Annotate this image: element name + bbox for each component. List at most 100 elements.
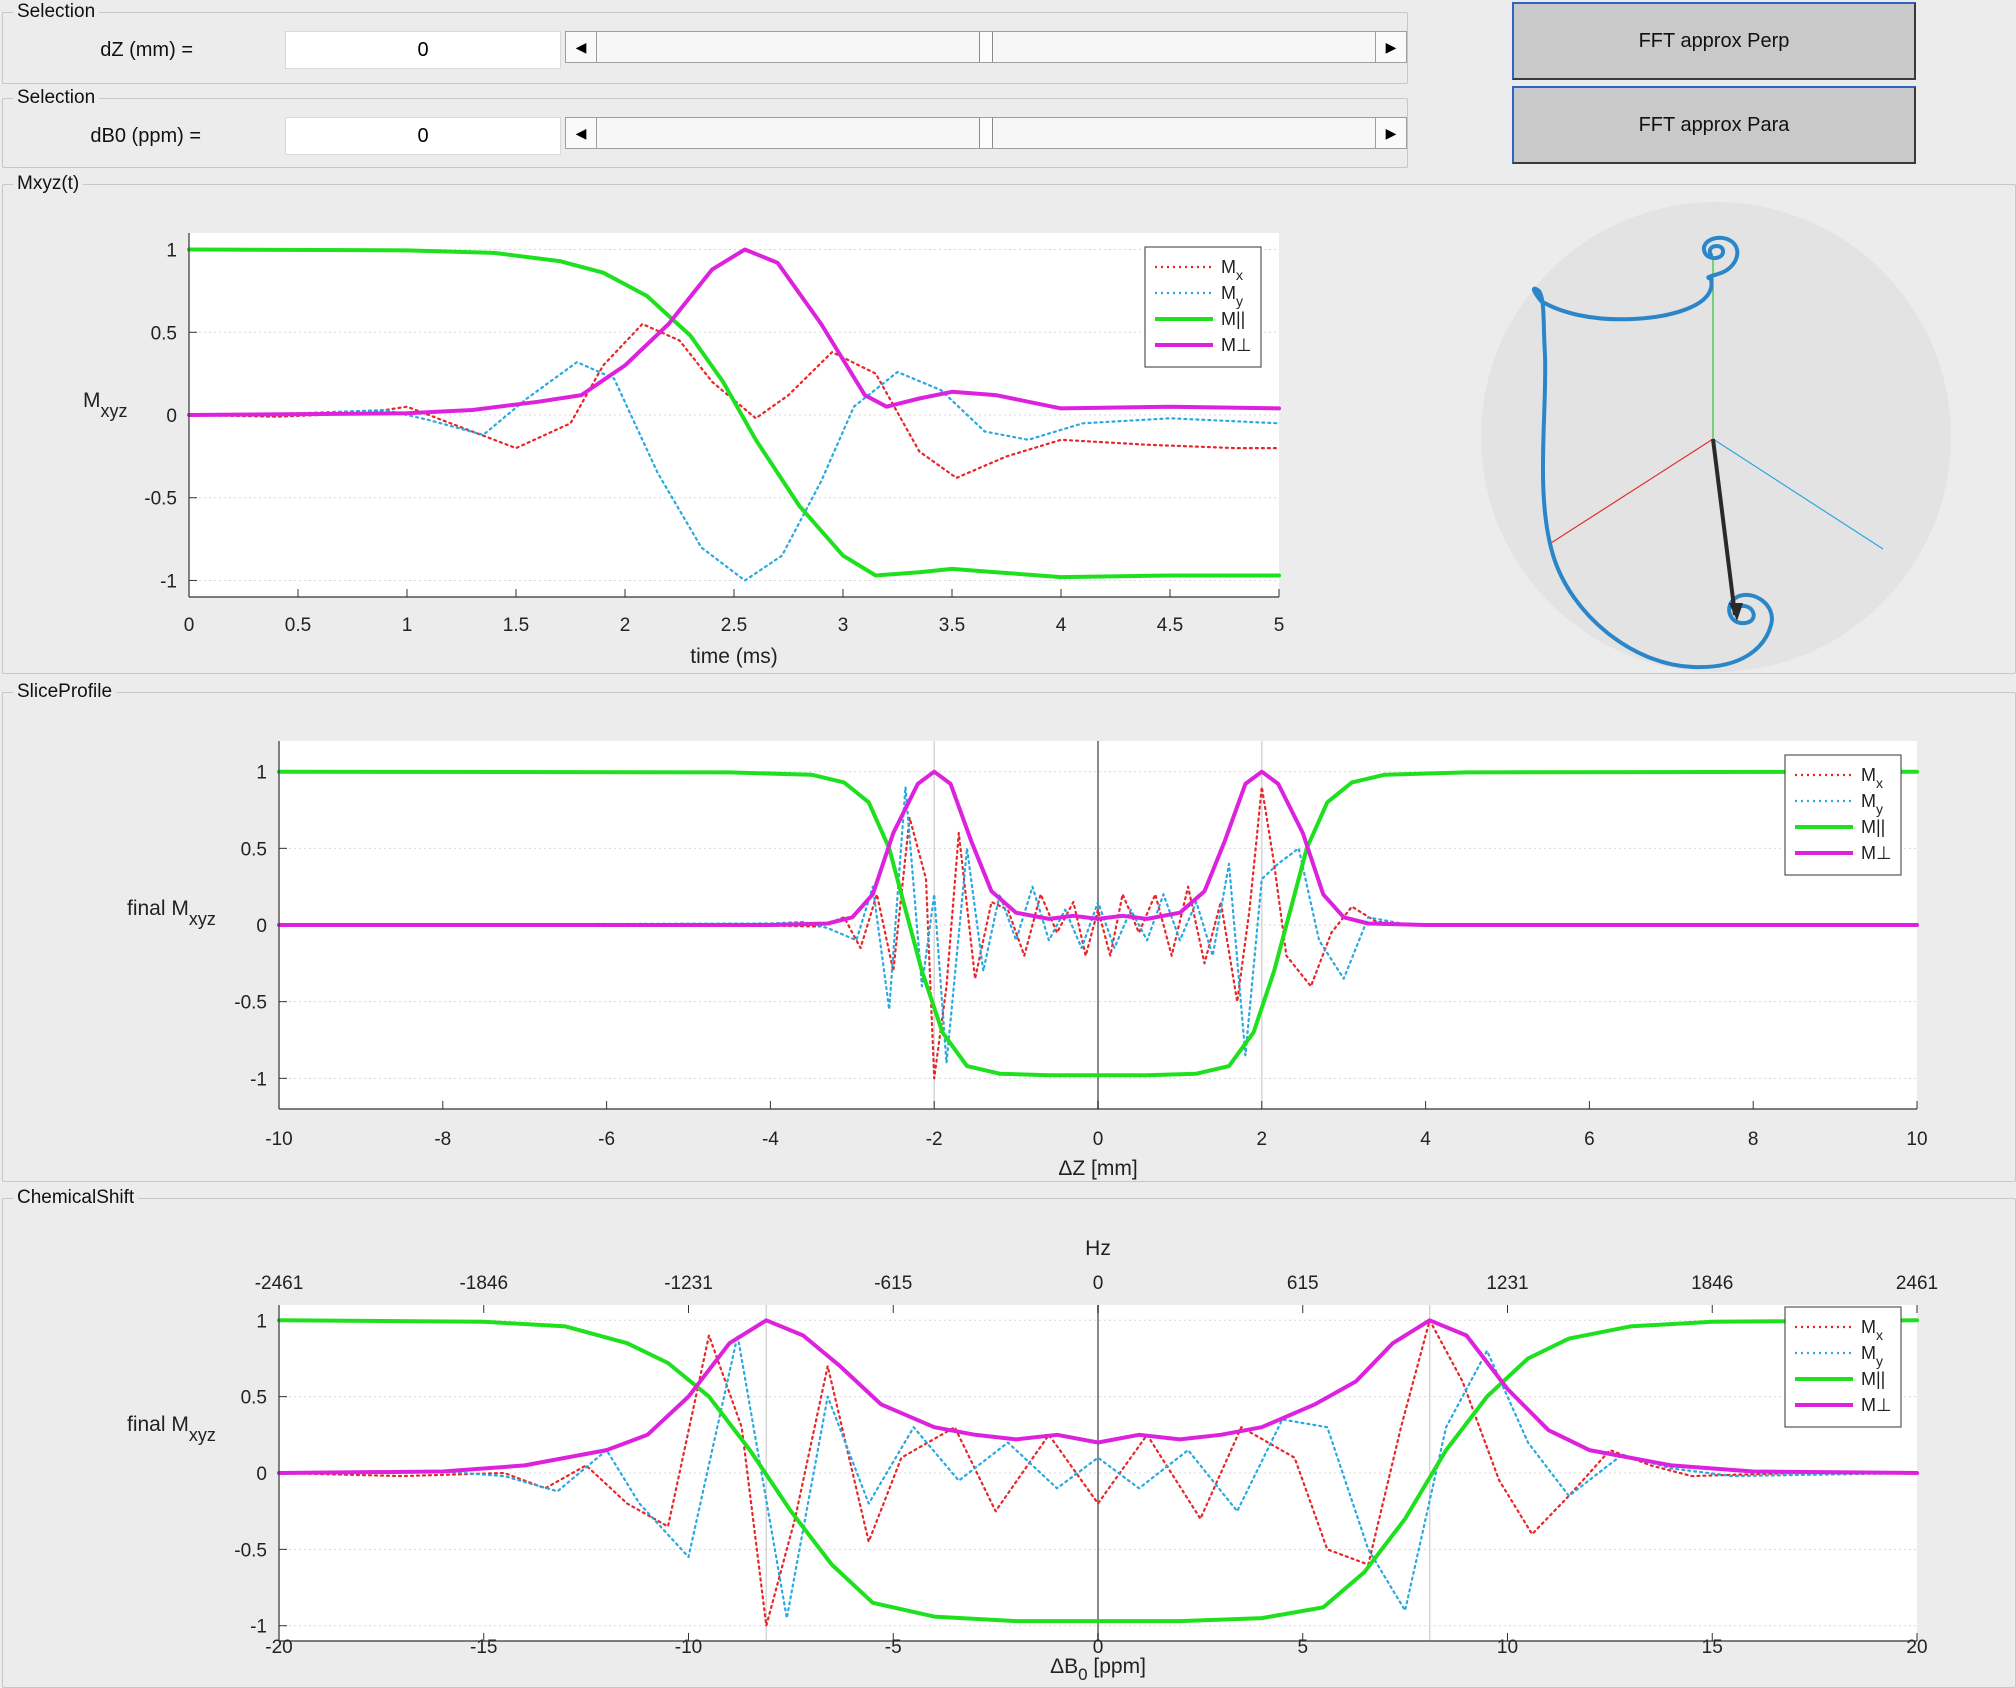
x-axis-label: ΔZ [mm]: [1058, 1157, 1137, 1180]
x-tick-label: 0: [1093, 1129, 1104, 1150]
x-tick-label: -2: [926, 1129, 943, 1150]
series-line-mpar: [277, 769, 1919, 1078]
top-tick-label: -615: [874, 1273, 912, 1294]
slice-profile-panel: SliceProfile 1 0.5 0 -0.5 -1 -10 -8 -6 -4 -2 0 2 4 6 8…: [2, 682, 2016, 1182]
x-tick-label: -20: [265, 1637, 292, 1658]
y-axis-label: Mxyz: [83, 389, 128, 421]
mxyz-chart: 1 0.5 0 -0.5 -1 0 0.5 1 1.5 2 2.5 3 3.5 4 4.5 5 time (ms…: [83, 233, 1284, 668]
dz-label: dZ (mm) =: [100, 39, 193, 61]
x-tick-label: 8: [1748, 1129, 1759, 1150]
y-axis: [1712, 438, 1884, 550]
x-tick-label: 15: [1702, 1637, 1723, 1658]
selection-dz-group: Selection dZ (mm) = ◀ ▶: [2, 2, 1408, 84]
y-tick-label: 0.5: [241, 1388, 267, 1409]
selection-db0-group: Selection dB0 (ppm) = ◀ ▶: [2, 88, 1408, 168]
db0-input[interactable]: [285, 117, 561, 155]
series-line-mperp: [277, 769, 1919, 927]
x-tick-label: 4.5: [1157, 615, 1183, 636]
legend-label-mx: Mx: [1861, 1317, 1883, 1343]
dz-slider-left[interactable]: ◀: [566, 32, 597, 62]
x-tick-label: 2: [1257, 1129, 1268, 1150]
series-line-mpar: [187, 247, 1281, 580]
triangle-right-icon: ▶: [1385, 124, 1397, 141]
top-tick-label: 1846: [1691, 1273, 1733, 1294]
y-tick-label: 0.5: [151, 323, 177, 344]
y-tick-label: -0.5: [234, 1540, 267, 1561]
x-tick-label: 4: [1420, 1129, 1431, 1150]
series-line-mx: [277, 1319, 1919, 1627]
legend-label-mperp: M⊥: [1861, 843, 1892, 863]
dz-slider[interactable]: ◀ ▶: [565, 31, 1407, 63]
x-tick-label: 6: [1584, 1129, 1595, 1150]
y-tick-label: 1: [166, 241, 177, 262]
x-tick-label: 4: [1056, 615, 1067, 636]
db0-slider[interactable]: ◀ ▶: [565, 117, 1407, 149]
x-tick-label: 0.5: [285, 615, 311, 636]
legend-label-mpar: M||: [1861, 817, 1885, 837]
x-tick-label: -15: [470, 1637, 497, 1658]
series-line-mx: [187, 322, 1281, 479]
series-line-my: [277, 785, 1919, 1065]
y-tick-label: 1: [256, 1311, 267, 1332]
x-tick-label: 2: [620, 615, 631, 636]
x-tick-label: 3.5: [939, 615, 965, 636]
dz-slider-right[interactable]: ▶: [1375, 32, 1406, 62]
legend-label-my: My: [1221, 283, 1243, 309]
top-tick-label: -1231: [664, 1273, 713, 1294]
y-tick-label: 0: [256, 1464, 267, 1485]
dz-input[interactable]: [285, 31, 561, 69]
triangle-left-icon: ◀: [575, 124, 587, 141]
x-tick-label: 20: [1906, 1637, 1927, 1658]
triangle-left-icon: ◀: [575, 38, 587, 55]
series-line-mpar: [277, 1318, 1919, 1624]
slice-profile-chart: 1 0.5 0 -0.5 -1 -10 -8 -6 -4 -2 0 2 4 6 8 10 ΔZ [mm] fina…: [127, 741, 1928, 1180]
series-line-my: [187, 361, 1281, 582]
fft-perp-button[interactable]: FFT approx Perp: [1512, 2, 1916, 80]
x-tick-label: 1: [402, 615, 413, 636]
top-tick-label: -1846: [459, 1273, 508, 1294]
top-tick-label: 615: [1287, 1273, 1319, 1294]
magnetization-3d-view: [1481, 202, 1951, 672]
y-tick-label: 0.5: [241, 839, 267, 860]
x-tick-label: 10: [1906, 1129, 1927, 1150]
x-tick-label: -6: [598, 1129, 615, 1150]
x-axis: [1550, 438, 1714, 544]
fft-para-button[interactable]: FFT approx Para: [1512, 86, 1916, 164]
db0-slider-left[interactable]: ◀: [566, 118, 597, 148]
top-tick-label: 1231: [1486, 1273, 1528, 1294]
mxyz-panel: Mxyz(t) 1 0.5 0 -0.5 -1 0 0.5 1 1.5 2 2.5 3 3.5 4 4.5 5…: [2, 174, 2016, 674]
vector-arrowhead: [1729, 603, 1743, 621]
magnetization-trajectory: [1532, 235, 1774, 670]
legend-label-mperp: M⊥: [1861, 1395, 1892, 1415]
x-tick-label: -10: [265, 1129, 292, 1150]
selection-db0-title: Selection: [13, 88, 100, 108]
legend-label-my: My: [1861, 1343, 1883, 1369]
legend-label-mpar: M||: [1861, 1369, 1885, 1389]
y-tick-label: -1: [160, 571, 177, 592]
db0-label: dB0 (ppm) =: [90, 125, 201, 147]
y-axis-label: final Mxyz: [127, 897, 216, 929]
y-axis-label: final Mxyz: [127, 1413, 216, 1445]
x-tick-label: 1.5: [503, 615, 529, 636]
legend-label-mpar: M||: [1221, 309, 1245, 329]
y-tick-label: 1: [256, 763, 267, 784]
series-line-mperp: [187, 247, 1281, 417]
x-tick-label: 3: [838, 615, 849, 636]
y-tick-label: 0: [256, 916, 267, 937]
chemical-shift-panel: ChemicalShift 1 0.5 0 -0.5 -1 -20 -15 -10 -5 0 5 10…: [2, 1188, 2016, 1688]
x-axis-label: time (ms): [690, 645, 778, 668]
x-tick-label: 0: [184, 615, 195, 636]
mxyz-panel-title: Mxyz(t): [13, 174, 84, 194]
chemical-shift-chart: 1 0.5 0 -0.5 -1-20 -15 -10 -5 0 5 10 15 20 -2461 -1846…: [127, 1237, 1938, 1684]
slice-profile-panel-title: SliceProfile: [13, 682, 117, 702]
x-tick-label: -10: [675, 1637, 702, 1658]
db0-slider-thumb[interactable]: [979, 118, 993, 148]
series-line-mperp: [277, 1318, 1919, 1475]
dz-slider-thumb[interactable]: [979, 32, 993, 62]
y-tick-label: -1: [250, 1069, 267, 1090]
top-tick-label: 2461: [1896, 1273, 1938, 1294]
x-tick-label: -5: [885, 1637, 902, 1658]
db0-slider-right[interactable]: ▶: [1375, 118, 1406, 148]
